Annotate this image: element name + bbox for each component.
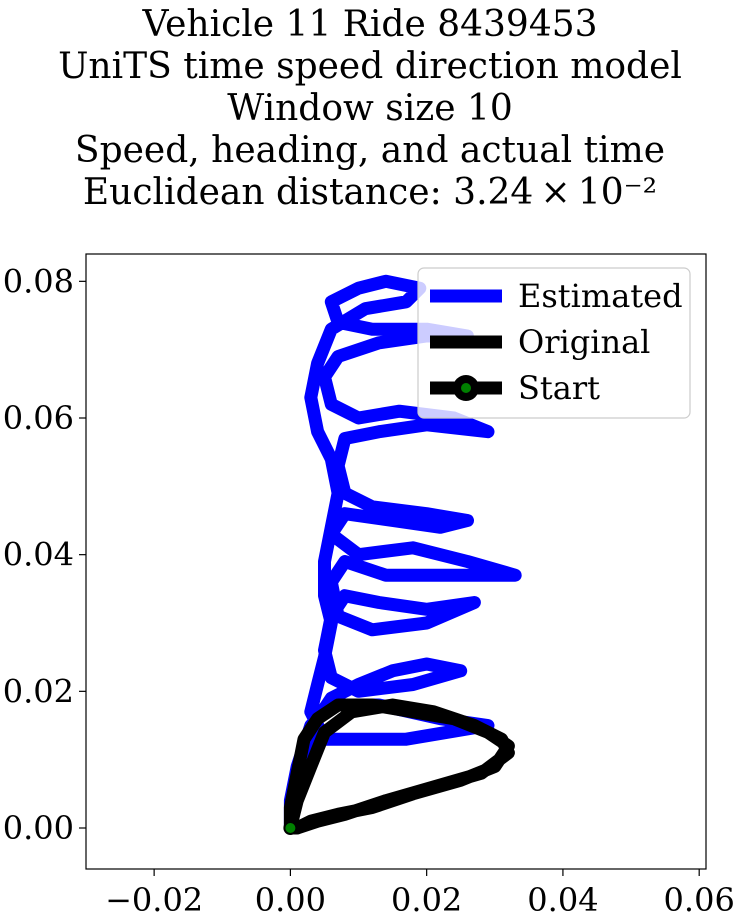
x-tick-label: 0.00 [255,881,326,916]
y-tick-label: 0.08 [3,262,74,300]
title-line-5: Euclidean distance: 3.24 × 10⁻² [82,172,658,213]
title-line-4: Speed, heading, and actual time [74,130,666,171]
x-tick-label: 0.02 [391,881,462,916]
x-tick-label: −0.02 [105,881,203,916]
title-line-3: Window size 10 [227,88,513,129]
legend-box [417,267,691,419]
x-tick-label: 0.04 [527,881,598,916]
y-tick-label: 0.00 [3,809,74,847]
y-tick-label: 0.02 [3,672,74,710]
legend-start-marker [461,383,471,393]
x-tick-label: 0.06 [664,881,735,916]
legend-label-estimated: Estimated [518,277,683,315]
ticks-layer: −0.02 0.00 0.02 0.04 0.06 0.00 0.02 0.04 0.06 0.0… [3,262,735,916]
axes-frame [85,253,707,870]
y-tick-label: 0.06 [3,399,74,437]
chart-title: Vehicle 11 Ride 8439453 UniTS time speed… [0,4,740,214]
title-line-1: Vehicle 11 Ride 8439453 [142,4,598,45]
legend-label-start: Start [518,369,600,407]
legend: Estimated Original Start [417,267,691,419]
y-tick-label: 0.04 [3,536,74,574]
legend-label-original: Original [518,323,650,361]
title-line-2: UniTS time speed direction model [58,46,682,87]
start-marker [283,821,298,835]
